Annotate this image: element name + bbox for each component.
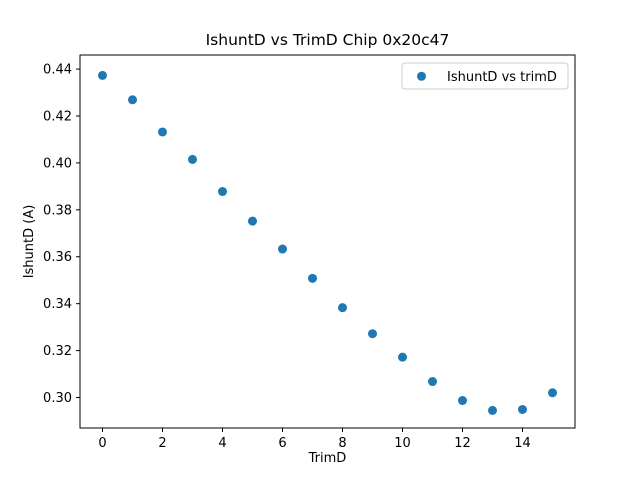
x-tick-label: 8 (338, 436, 346, 451)
plot-frame (79, 54, 576, 429)
scatter-point (488, 405, 497, 415)
scatter-point (128, 95, 137, 105)
scatter-point (248, 216, 257, 226)
chart-title: IshuntD vs TrimD Chip 0x20c47 (206, 31, 450, 49)
y-tick-label: 0.36 (43, 250, 72, 265)
scatter-point (428, 377, 437, 387)
y-tick-label: 0.30 (43, 391, 72, 406)
x-tick-label: 14 (514, 436, 531, 451)
plot-dynamic-layer: 0 2 4 6 8 10 12 14 0.30 0.32 0.34 0.36 0.38 0.40 0.42 0… (43, 54, 576, 451)
x-tick-label: 2 (158, 436, 166, 451)
x-tick-label: 0 (98, 436, 106, 451)
scatter-point (398, 352, 407, 362)
scatter-point (218, 187, 227, 197)
legend-entry-label: IshuntD vs trimD (447, 70, 557, 85)
x-tick-label: 6 (278, 436, 286, 451)
scatter-point (278, 244, 287, 254)
scatter-point (458, 396, 467, 406)
x-tick-label: 4 (218, 436, 226, 451)
legend: IshuntD vs trimD (401, 62, 569, 90)
x-tick-label: 12 (454, 436, 471, 451)
y-tick-label: 0.34 (43, 297, 72, 312)
scatter-point (308, 273, 317, 283)
y-tick-label: 0.44 (43, 63, 72, 78)
scatter-point (368, 329, 377, 339)
y-tick-label: 0.38 (43, 203, 72, 218)
x-axis-label: TrimD (308, 451, 347, 466)
y-axis-label: IshuntD (A) (22, 205, 37, 279)
x-tick-label: 10 (394, 436, 411, 451)
scatter-point (548, 388, 557, 398)
y-tick-label: 0.32 (43, 344, 72, 359)
scatter-point (158, 127, 167, 137)
scatter-point (338, 303, 347, 313)
scatter-point (518, 404, 527, 414)
y-tick-label: 0.42 (43, 109, 72, 124)
scatter-point (188, 154, 197, 164)
y-tick-label: 0.40 (43, 156, 72, 171)
scatter-point (98, 70, 107, 80)
legend-marker-icon (417, 71, 426, 81)
legend-frame (401, 62, 569, 90)
